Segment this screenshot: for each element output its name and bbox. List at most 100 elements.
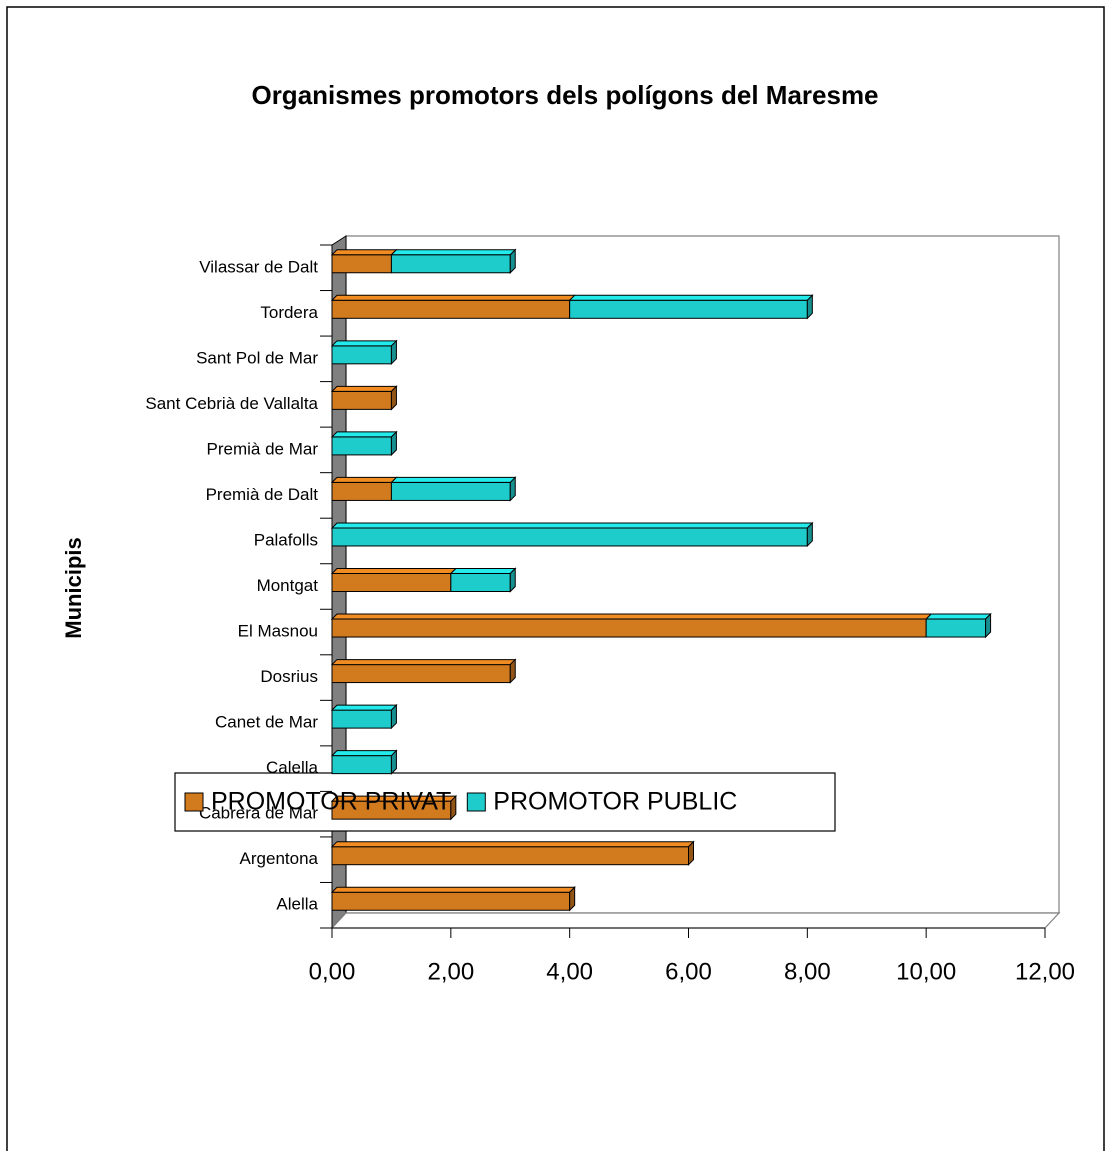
bar-end — [509, 658, 516, 684]
legend-swatch — [466, 792, 486, 812]
bar-segment — [924, 613, 992, 638]
bar-front — [331, 436, 392, 456]
bar-segment — [330, 750, 398, 775]
bar-segment — [390, 249, 517, 274]
bar-top — [330, 385, 398, 392]
y-tick-label: Dosrius — [260, 667, 318, 686]
bar-front — [331, 755, 392, 775]
bar-segment — [390, 476, 517, 501]
bar-segment — [330, 476, 398, 501]
bar-segment — [330, 704, 398, 729]
bar-segment — [330, 795, 458, 820]
bar-segment — [330, 522, 814, 547]
bar-front — [390, 481, 511, 501]
bar-front — [331, 573, 452, 592]
y-tick-label: Premià de Mar — [207, 439, 319, 458]
bar-front — [331, 664, 511, 684]
chart-title: Organismes promotors dels polígons del M… — [251, 80, 878, 110]
bar-segment — [330, 385, 398, 410]
y-tick-label: Premià de Dalt — [206, 485, 319, 504]
bar-top — [568, 294, 814, 301]
bar-segment — [330, 613, 933, 638]
bar-segment — [330, 249, 398, 274]
bar-front — [331, 299, 571, 319]
bar-top — [449, 568, 517, 574]
bar-front — [331, 345, 392, 365]
bar-top — [330, 613, 933, 620]
y-tick-label: Montgat — [257, 576, 319, 595]
bar-segment — [330, 294, 576, 319]
bar-front — [331, 390, 392, 410]
bar-segment — [568, 294, 814, 319]
y-tick-label: Sant Pol de Mar — [196, 348, 318, 367]
bar-segment — [330, 659, 517, 684]
bar-front — [331, 481, 392, 501]
bar-top — [330, 568, 458, 574]
bar-segment — [330, 431, 398, 456]
x-tick-label: 4,00 — [546, 958, 593, 985]
bar-front — [331, 254, 392, 274]
bar-end — [390, 430, 397, 457]
bar-end — [509, 567, 516, 593]
bar-end — [509, 248, 516, 274]
y-tick-label: Argentona — [240, 849, 319, 868]
bar-end — [390, 749, 397, 775]
bar-top — [924, 613, 992, 620]
bar-front — [331, 618, 927, 638]
bar-top — [330, 340, 398, 347]
y-tick-label: El Masnou — [238, 622, 318, 641]
x-tick-label: 6,00 — [665, 958, 712, 985]
x-tick-label: 10,00 — [896, 958, 956, 985]
bar-top — [330, 659, 517, 666]
x-tick-label: 0,00 — [309, 958, 356, 985]
y-tick-label: Palafolls — [254, 530, 318, 549]
bar-front — [331, 846, 689, 866]
bar-top — [330, 431, 398, 438]
bar-segment — [330, 841, 695, 866]
bar-front — [331, 527, 808, 547]
y-tick-label: Vilassar de Dalt — [199, 257, 318, 276]
bar-top — [330, 886, 576, 893]
bar-front — [331, 709, 392, 729]
bar-segment — [330, 886, 576, 911]
bar-end — [509, 476, 516, 502]
floor — [330, 912, 1061, 929]
y-tick-label: Alella — [276, 895, 318, 914]
bar-end — [688, 840, 694, 866]
bar-top — [330, 704, 398, 711]
bar-front — [925, 618, 987, 638]
bar-top — [390, 249, 517, 256]
legend-swatch — [184, 792, 204, 812]
bar-top — [390, 476, 517, 483]
bar-top — [330, 750, 398, 757]
bar-top — [330, 522, 814, 529]
x-tick-label: 8,00 — [784, 958, 831, 985]
x-tick-label: 2,00 — [427, 958, 474, 985]
bar-end — [806, 521, 813, 548]
legend-label: PROMOTOR PUBLIC — [493, 788, 737, 816]
legend-label: PROMOTOR PRIVAT — [211, 788, 451, 816]
y-tick-label: Sant Cebrià de Vallalta — [145, 394, 318, 413]
bar-front — [390, 254, 511, 274]
y-tick-label: Calella — [266, 758, 319, 777]
bar-segment — [330, 340, 398, 365]
bar-front — [331, 891, 571, 911]
bar-end — [450, 794, 457, 821]
bar-end — [390, 703, 397, 730]
bar-segment — [330, 568, 458, 592]
bar-front — [450, 573, 511, 592]
bar-top — [330, 841, 695, 848]
y-axis-label: Municipis — [61, 537, 86, 638]
y-tick-label: Canet de Mar — [215, 713, 318, 732]
bar-top — [330, 476, 398, 483]
y-tick-label: Tordera — [260, 303, 318, 322]
bar-top — [330, 294, 576, 301]
bar-segment — [449, 568, 517, 592]
bar-end — [569, 886, 576, 912]
legend — [174, 772, 836, 832]
y-tick-label: Cabrera de Mar — [199, 804, 318, 823]
bar-end — [985, 612, 992, 639]
bar-end — [806, 294, 813, 320]
